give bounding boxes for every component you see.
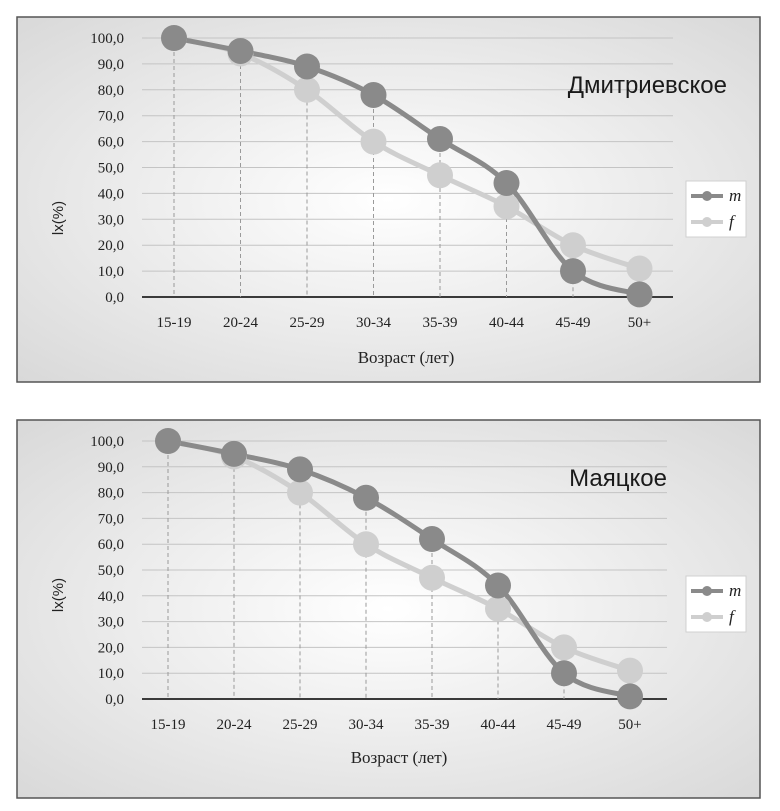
y-tick-label: 60,0 — [98, 537, 124, 553]
legend-marker-f — [702, 612, 712, 622]
data-point-f — [353, 531, 379, 558]
legend-label-f: f — [729, 607, 736, 626]
x-tick-label: 30-34 — [349, 717, 384, 733]
data-point-f — [427, 162, 453, 189]
y-tick-label: 50,0 — [98, 161, 124, 177]
data-point-m — [155, 428, 181, 454]
chart-title: Дмитриевское — [568, 72, 727, 99]
x-tick-label: 20-24 — [223, 315, 258, 331]
data-point-f — [493, 193, 520, 220]
data-point-m — [560, 258, 586, 285]
y-tick-label: 20,0 — [98, 238, 124, 254]
y-tick-label: 70,0 — [98, 109, 124, 125]
data-point-m — [419, 526, 445, 553]
data-point-m — [427, 126, 453, 153]
x-tick-label: 35-39 — [415, 717, 450, 733]
y-tick-label: 60,0 — [98, 135, 124, 151]
chart-frame — [16, 419, 761, 799]
y-tick-label: 100,0 — [90, 434, 124, 450]
legend-marker-m — [702, 586, 712, 596]
y-tick-label: 30,0 — [98, 212, 124, 228]
x-tick-label: 45-49 — [547, 717, 582, 733]
legend-box — [685, 575, 747, 633]
legend-marker-m — [702, 191, 712, 201]
x-tick-label: 20-24 — [217, 717, 252, 733]
y-tick-label: 30,0 — [98, 615, 124, 631]
y-axis-title: lx(%) — [50, 201, 67, 235]
data-point-m — [227, 37, 254, 64]
legend-marker-f — [702, 217, 712, 227]
x-tick-label: 45-49 — [556, 315, 591, 331]
x-axis-title: Возраст (лет) — [351, 748, 448, 767]
y-tick-label: 0,0 — [105, 290, 124, 306]
data-point-m — [626, 281, 653, 308]
data-point-m — [360, 81, 387, 108]
x-tick-label: 30-34 — [356, 315, 391, 331]
x-tick-label: 40-44 — [489, 315, 524, 331]
y-tick-label: 0,0 — [105, 692, 124, 708]
data-point-m — [287, 456, 313, 483]
legend-label-f: f — [729, 212, 736, 231]
data-point-f — [360, 128, 387, 155]
x-tick-label: 15-19 — [157, 315, 192, 331]
y-tick-label: 80,0 — [98, 83, 124, 99]
chart-panel-dmitrievskoe: 0,0 10,0 20,0 30,0 40,0 50,0 60,0 70,0 80,0 90,0 1… — [0, 0, 780, 390]
x-tick-label: 50+ — [628, 315, 651, 331]
data-point-m — [353, 484, 379, 511]
legend-label-m: m — [729, 186, 741, 205]
data-point-f — [560, 232, 586, 259]
y-tick-label: 40,0 — [98, 589, 124, 605]
y-tick-label: 70,0 — [98, 511, 124, 527]
y-axis-title: lx(%) — [50, 578, 67, 612]
data-point-m — [485, 572, 511, 599]
data-point-f — [419, 564, 445, 591]
data-point-f — [626, 255, 653, 282]
y-tick-label: 40,0 — [98, 186, 124, 202]
x-axis-title: Возраст (лет) — [358, 348, 455, 367]
data-point-f — [551, 634, 577, 661]
legend-box — [685, 180, 747, 238]
x-tick-label: 35-39 — [423, 315, 458, 331]
x-tick-label: 40-44 — [481, 717, 516, 733]
y-tick-label: 100,0 — [90, 31, 124, 47]
x-tick-label: 50+ — [618, 717, 641, 733]
chart-dmitrievskoe: 0,0 10,0 20,0 30,0 40,0 50,0 60,0 70,0 80,0 90,0 1… — [16, 16, 761, 383]
data-point-f — [485, 595, 511, 622]
y-tick-label: 50,0 — [98, 563, 124, 579]
chart-frame — [16, 16, 761, 383]
data-point-m — [221, 440, 247, 467]
data-point-f — [287, 479, 313, 506]
data-point-m — [294, 53, 320, 80]
y-tick-label: 90,0 — [98, 460, 124, 476]
data-point-f — [294, 76, 320, 103]
data-point-m — [617, 683, 643, 710]
x-tick-label: 15-19 — [151, 717, 186, 733]
chart-title: Маяцкое — [569, 465, 667, 492]
y-tick-label: 20,0 — [98, 640, 124, 656]
chart-mayatskoe: 0,0 10,0 20,0 30,0 40,0 50,0 60,0 70,0 80,0 90,0 1… — [16, 419, 761, 799]
x-tick-label: 25-29 — [283, 717, 318, 733]
y-tick-label: 80,0 — [98, 486, 124, 502]
y-tick-label: 10,0 — [98, 666, 124, 682]
data-point-f — [617, 657, 643, 684]
data-point-m — [161, 25, 187, 51]
data-point-m — [551, 660, 577, 687]
y-tick-label: 90,0 — [98, 57, 124, 73]
legend-label-m: m — [729, 581, 741, 600]
data-point-m — [493, 170, 520, 197]
y-tick-label: 10,0 — [98, 264, 124, 280]
chart-panel-mayatskoe: 0,0 10,0 20,0 30,0 40,0 50,0 60,0 70,0 80,0 90,0 1… — [0, 410, 780, 805]
x-tick-label: 25-29 — [290, 315, 325, 331]
